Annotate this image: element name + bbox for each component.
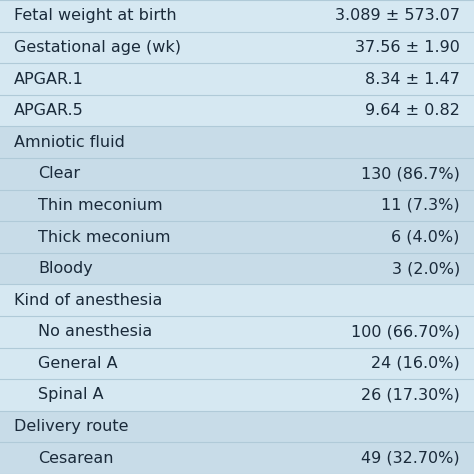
Text: Gestational age (wk): Gestational age (wk): [14, 40, 181, 55]
Text: Thin meconium: Thin meconium: [38, 198, 163, 213]
Bar: [0, 63, 474, 95]
Bar: [0, 316, 474, 347]
Text: Spinal A: Spinal A: [38, 388, 103, 402]
Text: Fetal weight at birth: Fetal weight at birth: [14, 9, 177, 23]
Text: Clear: Clear: [38, 166, 80, 181]
Text: Cesarean: Cesarean: [38, 451, 113, 465]
Text: 130 (86.7%): 130 (86.7%): [361, 166, 460, 181]
Bar: [0, 442, 474, 474]
Text: 3 (2.0%): 3 (2.0%): [392, 261, 460, 276]
Text: Amniotic fluid: Amniotic fluid: [14, 135, 125, 150]
Bar: [0, 284, 474, 316]
Bar: [0, 190, 474, 221]
Bar: [0, 0, 474, 32]
Text: 11 (7.3%): 11 (7.3%): [381, 198, 460, 213]
Bar: [0, 411, 474, 442]
Bar: [0, 127, 474, 158]
Text: 100 (66.70%): 100 (66.70%): [351, 324, 460, 339]
Bar: [0, 95, 474, 127]
Text: 6 (4.0%): 6 (4.0%): [392, 229, 460, 245]
Bar: [0, 32, 474, 63]
Text: 9.64 ± 0.82: 9.64 ± 0.82: [365, 103, 460, 118]
Bar: [0, 253, 474, 284]
Text: Thick meconium: Thick meconium: [38, 229, 171, 245]
Text: 26 (17.30%): 26 (17.30%): [361, 388, 460, 402]
Text: 3.089 ± 573.07: 3.089 ± 573.07: [335, 9, 460, 23]
Bar: [0, 221, 474, 253]
Text: 8.34 ± 1.47: 8.34 ± 1.47: [365, 72, 460, 86]
Text: 37.56 ± 1.90: 37.56 ± 1.90: [355, 40, 460, 55]
Text: Bloody: Bloody: [38, 261, 93, 276]
Text: 24 (16.0%): 24 (16.0%): [371, 356, 460, 371]
Bar: [0, 347, 474, 379]
Text: APGAR.5: APGAR.5: [14, 103, 84, 118]
Text: APGAR.1: APGAR.1: [14, 72, 84, 86]
Text: Kind of anesthesia: Kind of anesthesia: [14, 293, 163, 308]
Bar: [0, 379, 474, 411]
Text: Delivery route: Delivery route: [14, 419, 129, 434]
Bar: [0, 158, 474, 190]
Text: General A: General A: [38, 356, 118, 371]
Text: 49 (32.70%): 49 (32.70%): [361, 451, 460, 465]
Text: No anesthesia: No anesthesia: [38, 324, 152, 339]
